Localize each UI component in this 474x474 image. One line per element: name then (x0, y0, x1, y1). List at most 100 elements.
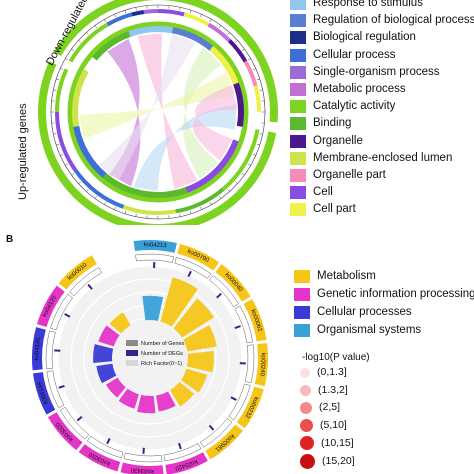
category-segment (131, 10, 145, 17)
inner-legend-swatch (126, 340, 138, 346)
tick-mark (209, 201, 212, 205)
legend-label: Cell (313, 186, 333, 199)
legend-item: Cell part (290, 203, 356, 217)
pathway-class-legend-item: Cellular processes (294, 306, 412, 319)
category-segment (122, 205, 176, 215)
rich-factor-bar (160, 277, 198, 327)
tick-mark (78, 181, 81, 184)
gene-count-track (46, 370, 65, 409)
tick-mark (135, 7, 137, 11)
category-segment (158, 9, 185, 17)
rich-factor-bar (96, 363, 117, 384)
tick-mark (247, 163, 251, 166)
category-arc (233, 82, 244, 127)
tick-mark (256, 143, 260, 146)
panel-b-legend: Metabolism Genetic information processing… (294, 270, 474, 340)
inner-legend-label: Rich Factor(0~1) (141, 361, 182, 367)
legend-item: Binding (290, 117, 352, 131)
legend-swatch (290, 134, 306, 148)
chord-link (133, 105, 237, 191)
tick-mark (227, 189, 230, 192)
tick-mark (114, 14, 116, 18)
category-arc (92, 31, 131, 61)
rich-factor-background (58, 266, 242, 450)
legend-swatch (290, 48, 306, 62)
tick-mark (86, 32, 89, 35)
legend-label: Biological regulation (313, 31, 416, 44)
legend-swatch (290, 14, 306, 28)
pvalue-legend-item: (0,1.3] (300, 366, 347, 379)
category-segment (207, 22, 231, 42)
legend-swatch (290, 186, 306, 200)
deg-mark (230, 396, 237, 401)
inner-legend-label: Number of Genes (141, 341, 185, 347)
tick-mark (94, 195, 98, 199)
legend-label: Organelle (313, 134, 363, 147)
legend-label: (5,10] (320, 418, 347, 431)
pvalue-legend-item: (5,10] (300, 418, 347, 432)
gene-count-track (209, 275, 239, 308)
chord-link (137, 33, 198, 190)
legend-swatch (290, 0, 306, 10)
rich-factor-bar (137, 394, 156, 414)
tick-mark (60, 68, 64, 70)
tick-mark (114, 206, 116, 210)
legend-label: Binding (313, 117, 352, 130)
pathway-label: ko04145 (34, 337, 42, 361)
grid-ring (83, 291, 217, 425)
pathway-class-band (58, 255, 97, 290)
legend-swatch (294, 324, 310, 337)
pvalue-legend-item: (1.3,2] (300, 384, 348, 397)
pvalue-legend: (0,1.3] (1.3,2] (2,5] (5,10] (10,15] (15,20] (300, 366, 470, 474)
gene-count-track (45, 330, 56, 370)
tick-mark (259, 89, 263, 91)
tick-mark (135, 213, 137, 217)
pathway-class-band (78, 444, 121, 472)
legend-swatch (290, 31, 306, 45)
legend-label: (1.3,2] (318, 383, 348, 396)
legend-item: Biological regulation (290, 31, 416, 45)
rich-factor-bar (180, 368, 208, 393)
legend-label: Cellular processes (317, 306, 412, 318)
legend-item: Response to stimulus (290, 0, 423, 10)
category-segment (73, 168, 125, 209)
pathway-label: ko03430 (130, 466, 154, 474)
pvalue-dot (300, 436, 314, 450)
category-segment (55, 112, 77, 172)
legend-label: Regulation of biological process (313, 14, 474, 27)
gene-count-track (244, 344, 255, 384)
rich-factor-bar (109, 312, 131, 334)
legend-label: Organelle part (313, 169, 386, 181)
deg-mark (58, 384, 65, 389)
deg-mark (64, 313, 71, 318)
rich-factor-bar (173, 298, 214, 338)
category-segment (143, 9, 158, 14)
tick-mark (124, 10, 127, 14)
pathway-class-band (31, 327, 46, 371)
tick-mark (104, 201, 107, 205)
legend-item: Organelle (290, 134, 363, 148)
legend-swatch (294, 288, 310, 301)
pathway-label: ko04213 (143, 242, 167, 249)
tick-mark (241, 48, 245, 52)
deg-mark (76, 415, 83, 422)
tick-mark (53, 89, 57, 91)
legend-item: Catalytic activity (290, 100, 395, 114)
pathway-class-band (236, 386, 264, 429)
rich-factor-bar (105, 377, 126, 398)
grid-ring (70, 278, 230, 438)
tick-mark (259, 133, 263, 135)
legend-label: Membrane-enclosed lumen (313, 151, 453, 164)
chord-link (183, 47, 222, 179)
pathway-class-legend-item: Genetic information processing (294, 288, 474, 301)
gene-count-track (199, 418, 233, 448)
gene-count-track (234, 305, 253, 344)
inner-legend-swatch (126, 350, 138, 356)
grid-ring (57, 265, 243, 451)
category-segment (243, 60, 258, 87)
pvalue-dot (300, 401, 312, 414)
tick-mark (78, 40, 81, 43)
legend-item: Membrane-enclosed lumen (290, 151, 453, 165)
tick-mark (227, 32, 230, 35)
tick-mark (71, 48, 75, 52)
